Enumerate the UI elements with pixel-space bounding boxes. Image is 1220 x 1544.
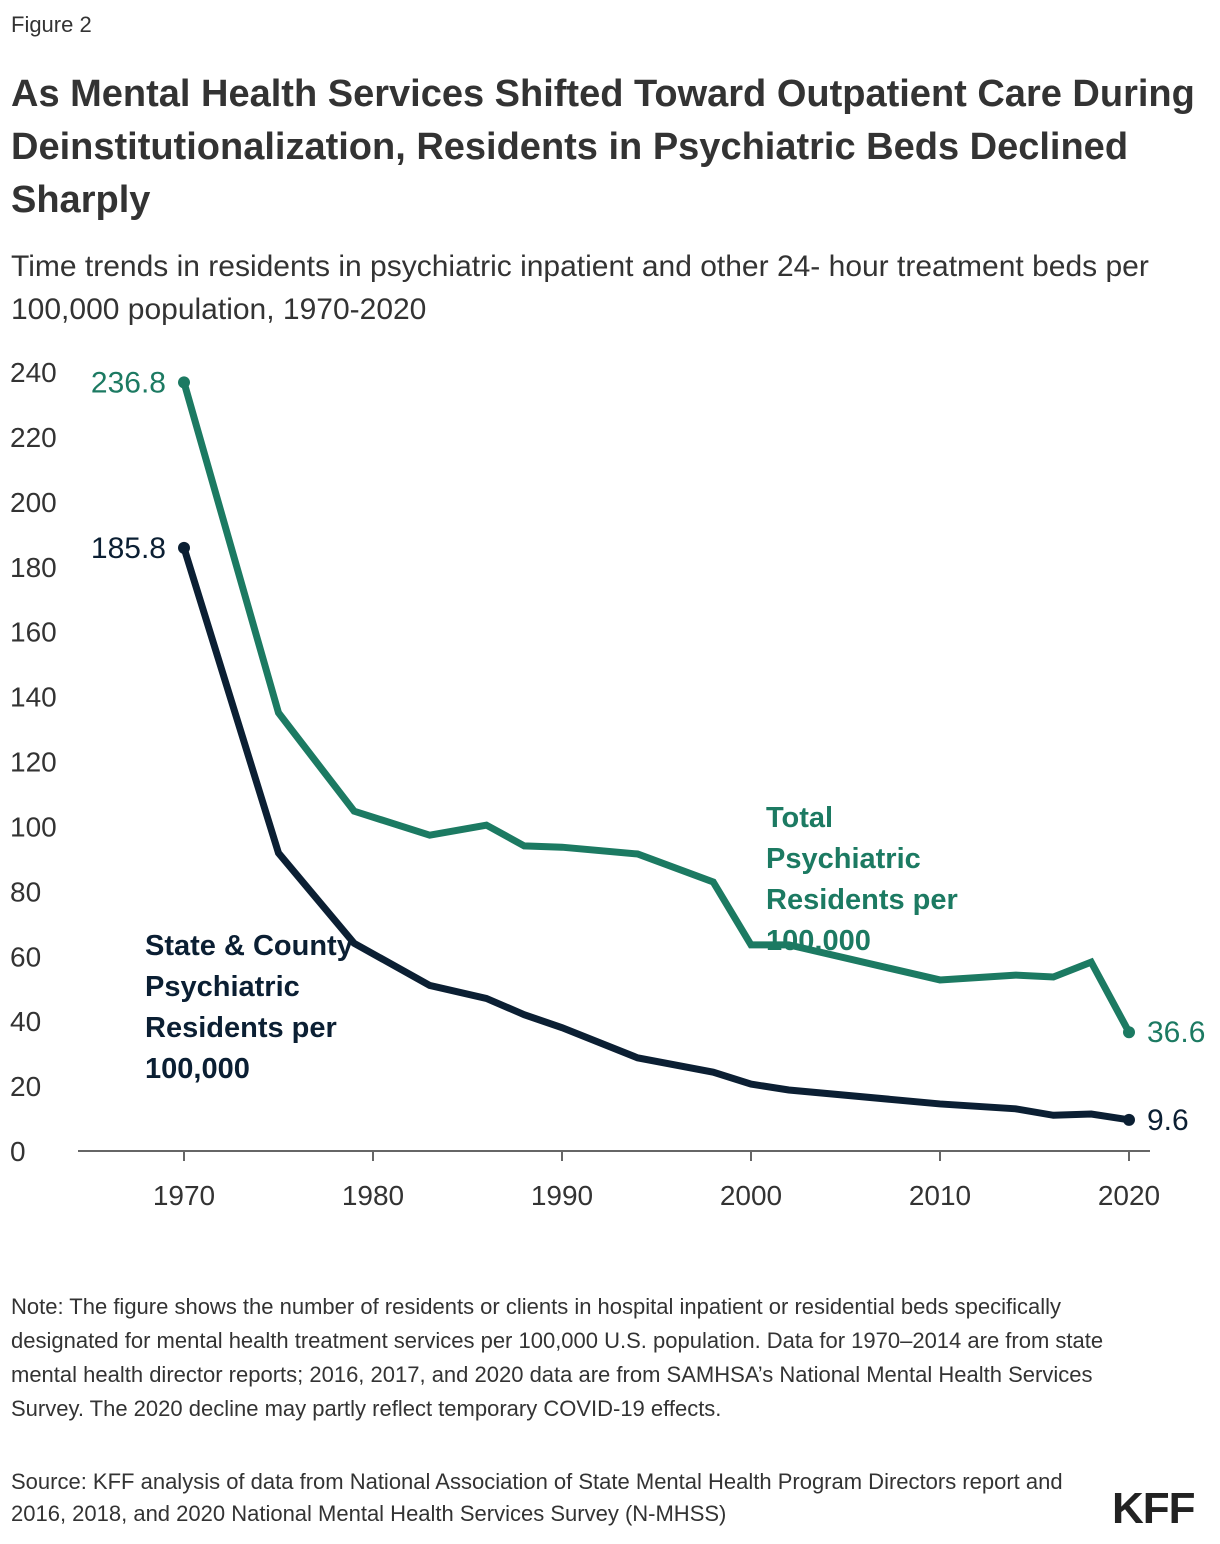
line-chart: 0 20 40 60 80 100 120 140 160 180 200 220 240 1970 198… (10, 357, 1205, 1211)
y-tick-label: 40 (10, 1006, 41, 1037)
kff-logo: KFF (1112, 1484, 1196, 1533)
figure-label: Figure 2 (11, 12, 92, 37)
x-tick-label: 2010 (909, 1180, 971, 1211)
end-data-label: 9.6 (1147, 1104, 1189, 1137)
start-point-1 (178, 541, 190, 554)
x-tick-label: 2000 (720, 1180, 782, 1211)
end-data-label: 36.6 (1147, 1016, 1205, 1049)
chart-subtitle: Time trends in residents in psychiatric … (11, 250, 1149, 326)
series-line-0 (180, 381, 1133, 1034)
y-tick-label: 120 (10, 747, 57, 778)
y-tick-label: 20 (10, 1071, 41, 1102)
x-tick-label: 1970 (153, 1180, 215, 1211)
y-tick-label: 200 (10, 487, 57, 518)
y-tick-label: 60 (10, 941, 41, 972)
start-data-label: 185.8 (91, 532, 166, 565)
series-name-label: Total Psychiatric Residents per 100,000 (766, 802, 958, 957)
series-line-1 (180, 546, 1130, 1124)
y-tick-label: 100 (10, 811, 57, 842)
chart-source: Source: KFF analysis of data from Nation… (11, 1469, 1063, 1526)
y-tick-label: 220 (10, 422, 57, 453)
end-point-0 (1123, 1026, 1135, 1039)
x-tick-label: 1980 (342, 1180, 404, 1211)
chart-title: As Mental Health Services Shifted Toward… (11, 73, 1195, 221)
end-point-1 (1123, 1113, 1135, 1126)
start-data-label: 236.8 (91, 366, 166, 399)
y-tick-label: 140 (10, 682, 57, 713)
y-tick-label: 160 (10, 617, 57, 648)
y-tick-label: 80 (10, 876, 41, 907)
chart-note: Note: The figure shows the number of res… (11, 1294, 1104, 1421)
series-name-label: State & County Psychiatric Residents per 10… (145, 930, 353, 1085)
start-point-0 (178, 376, 190, 389)
x-tick-label: 2020 (1098, 1180, 1160, 1211)
y-tick-label: 0 (10, 1136, 26, 1167)
y-tick-label: 240 (10, 357, 57, 388)
x-tick-label: 1990 (531, 1180, 593, 1211)
y-tick-label: 180 (10, 552, 57, 583)
